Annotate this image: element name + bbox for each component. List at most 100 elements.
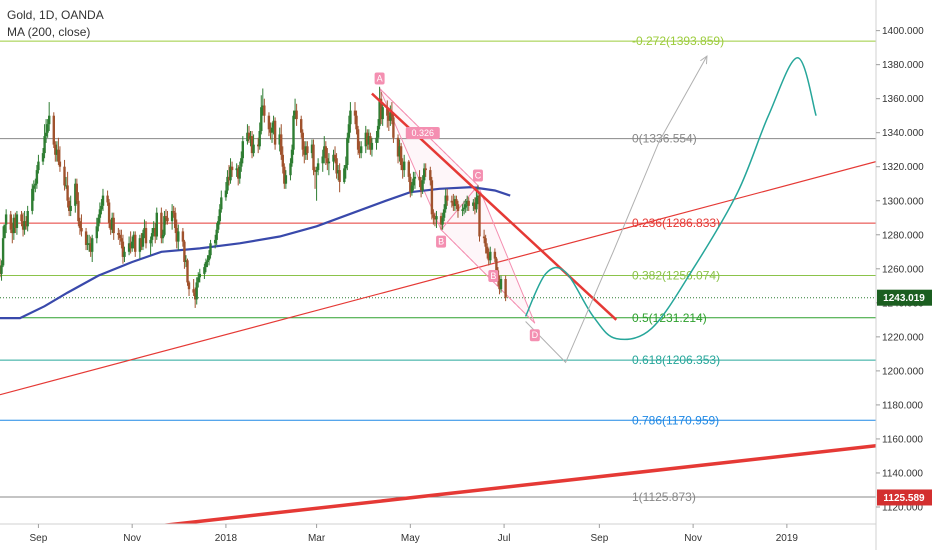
price-badges: 1243.019 1125.589 [877, 289, 932, 506]
candle-body [1, 238, 5, 266]
candle-body [478, 195, 481, 237]
candles [0, 86, 507, 308]
pattern-point-a: A [374, 72, 385, 85]
candle-body [504, 279, 507, 298]
candle-body [356, 129, 360, 150]
candle-body [21, 221, 25, 230]
candle-body [109, 222, 112, 230]
candle-body [97, 217, 100, 227]
candle-body [387, 115, 390, 121]
candle-body [64, 185, 68, 187]
candle-body [364, 132, 367, 147]
candle-body [48, 115, 51, 125]
candle-body [378, 98, 381, 126]
candle-body [12, 217, 15, 234]
axis-badge-text: 1243.019 [883, 293, 925, 304]
ma200-layer [0, 185, 511, 320]
candle-body [127, 243, 131, 252]
pattern-point-extra: B [488, 270, 499, 282]
candle-body [335, 158, 338, 174]
candle-body [321, 156, 324, 164]
candle-body [34, 183, 37, 186]
fib-label: 0.786(1170.959) [632, 413, 719, 427]
candle-body [163, 216, 166, 235]
candle-body [444, 195, 447, 210]
candle-body [69, 205, 72, 211]
candle-body [358, 149, 361, 154]
candle-body [261, 105, 264, 108]
candle-body [226, 176, 229, 191]
x-tick-label: Mar [308, 533, 326, 544]
x-tick-label: Nov [123, 533, 141, 544]
candle-body [132, 234, 135, 242]
candle-body [304, 146, 307, 155]
symbol-title[interactable]: Gold, 1D, OANDA [7, 8, 104, 22]
candle-body [101, 195, 105, 206]
candle-body [418, 176, 421, 181]
pattern-ratio-label: 0.326 [405, 126, 440, 139]
candle-body [138, 238, 142, 252]
trend-line-support-2 [160, 444, 876, 524]
candle-body [498, 280, 501, 290]
candle-body [312, 144, 315, 171]
pattern-ac-line [379, 88, 479, 186]
projection-curve [524, 57, 817, 341]
candle-body [152, 228, 155, 234]
candle-body [315, 170, 318, 172]
candle-body [175, 228, 178, 242]
candle-body [413, 176, 417, 179]
candle-body [24, 221, 28, 227]
candle-body [207, 255, 211, 261]
y-tick-label: 1200.000 [882, 366, 924, 377]
pattern-badge-text: B [438, 237, 444, 247]
candle-body [118, 234, 122, 239]
candle-body [23, 221, 26, 230]
candle-body [452, 202, 455, 206]
candle-body [220, 197, 223, 210]
pattern-badge-bg [472, 169, 483, 182]
candle-body [121, 241, 125, 257]
plot-area[interactable]: -0.272(1393.859) 0(1336.554) 0.236(1286.83… [0, 34, 876, 534]
candle-body [141, 233, 145, 247]
y-tick-label: 1400.000 [882, 26, 924, 37]
candle-body [295, 110, 298, 120]
candle-body [367, 136, 370, 145]
pattern-badge-bg [488, 270, 499, 282]
candle-body [303, 149, 306, 155]
candle-body [472, 202, 475, 206]
candle-body [52, 115, 55, 145]
candle-body [0, 265, 3, 274]
candle-body [412, 178, 415, 186]
candle-body [183, 241, 186, 262]
candle-body [209, 243, 212, 256]
y-tick-label: 1160.000 [882, 434, 923, 445]
candle-body [310, 144, 314, 154]
candle-body [235, 168, 238, 171]
candle-body [281, 154, 284, 167]
candle-body [306, 146, 309, 154]
candle-body [353, 110, 357, 116]
candle-body [89, 243, 92, 252]
candle-body [170, 211, 174, 222]
drawing-labels: A B C D B 0.326 [374, 72, 540, 342]
candle-body [37, 161, 40, 171]
candle-body [475, 197, 478, 210]
candle-body [401, 165, 404, 171]
candle-body [77, 200, 80, 222]
candle-body [336, 170, 340, 174]
candle-body [247, 132, 251, 140]
candle-body [486, 246, 489, 254]
candle-body [43, 136, 46, 154]
ma-indicator-label[interactable]: MA (200, close) [7, 25, 91, 39]
level-price-badge: 1125.589 [877, 489, 932, 506]
x-tick-label: May [401, 533, 420, 544]
candle-body [11, 229, 14, 234]
pattern-point-c: C [472, 169, 483, 182]
candle-body [379, 98, 383, 120]
candle-body [333, 154, 337, 159]
candle-body [14, 217, 17, 228]
support-lines [0, 161, 876, 524]
candle-body [68, 200, 71, 211]
